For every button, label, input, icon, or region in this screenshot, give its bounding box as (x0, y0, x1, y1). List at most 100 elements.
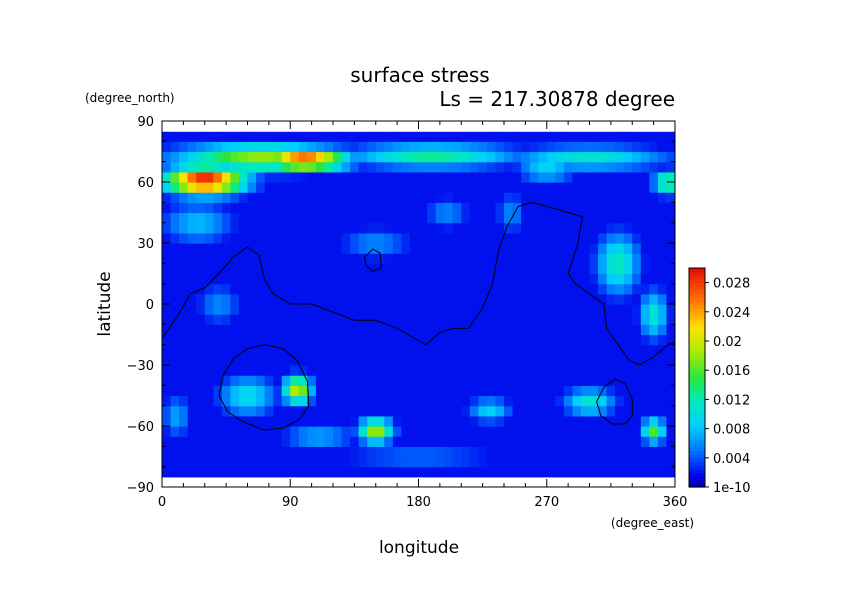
heat-cell (598, 304, 608, 315)
heat-cell (196, 436, 206, 447)
heat-cell (512, 151, 522, 163)
heat-cell (632, 171, 642, 183)
heat-cell (538, 476, 548, 487)
heat-cell (418, 243, 428, 254)
heat-cell (162, 243, 172, 254)
heat-cell (598, 263, 608, 275)
heat-cell (392, 436, 402, 447)
heat-cell (221, 182, 231, 193)
heat-cell (632, 426, 642, 437)
heat-cell (315, 354, 326, 366)
heat-cell (435, 456, 445, 468)
heat-cell (666, 375, 675, 386)
heat-cell (538, 131, 548, 142)
heat-cell (358, 151, 368, 163)
heat-cell (221, 212, 231, 224)
heat-cell (162, 456, 172, 468)
heat-cell (572, 212, 582, 224)
heat-cell (204, 253, 214, 264)
heat-cell (409, 436, 420, 447)
heat-cell (632, 263, 642, 275)
heat-cell (179, 273, 189, 285)
heat-cell (230, 273, 240, 285)
heat-cell (504, 232, 514, 244)
heat-cell (187, 283, 197, 295)
heat-cell (657, 283, 668, 295)
heat-cell (649, 354, 659, 366)
heat-cell (666, 182, 675, 193)
heat-cell (256, 385, 266, 397)
heat-cell (563, 385, 573, 397)
heat-cell (521, 314, 531, 325)
heat-cell (358, 273, 368, 285)
heat-cell (598, 192, 608, 203)
heat-cell (418, 334, 428, 346)
heat-cell (358, 131, 368, 142)
colorbar-segment (689, 275, 705, 280)
heat-cell (495, 131, 505, 142)
heat-cell (666, 151, 675, 163)
heat-cell (495, 456, 505, 468)
heat-cell (324, 243, 334, 254)
heat-cell (632, 354, 642, 366)
heat-cell (427, 466, 437, 478)
heat-cell (666, 344, 675, 356)
heat-cell (256, 232, 266, 244)
colorbar-segment (689, 414, 705, 419)
heat-cell (409, 446, 420, 458)
colorbar-segment (689, 300, 705, 306)
heat-cell (623, 161, 633, 173)
heat-cell (589, 476, 599, 487)
heat-cell (546, 466, 556, 478)
x-tick-label: 270 (534, 495, 559, 510)
heat-cell (495, 375, 505, 386)
heat-cell (230, 182, 240, 193)
heat-cell (290, 283, 300, 295)
heat-cell (546, 304, 556, 315)
heat-cell (461, 395, 471, 407)
heat-cell (452, 354, 462, 366)
heat-cell (204, 466, 214, 478)
heat-cell (529, 436, 539, 447)
heat-cell (623, 304, 633, 315)
heat-cell (273, 365, 283, 376)
heat-cell (187, 466, 197, 478)
heat-cell (324, 273, 334, 285)
heat-cell (461, 314, 471, 325)
heat-cell (290, 171, 300, 183)
colorbar-segment (689, 461, 705, 466)
heat-cell (409, 385, 420, 397)
heat-cell (546, 283, 556, 295)
heat-cell (298, 283, 308, 295)
heat-cell (247, 293, 257, 305)
heat-cell (632, 121, 642, 132)
heat-cell (384, 222, 394, 234)
heat-cell (307, 395, 317, 407)
heat-cell (281, 446, 291, 458)
heat-cell (324, 171, 334, 183)
heat-cell (162, 161, 172, 173)
heat-cell (598, 405, 608, 417)
heat-cell (324, 263, 334, 275)
heat-cell (384, 141, 394, 153)
heat-cell (230, 395, 240, 407)
heat-cell (196, 273, 206, 285)
heat-cell (333, 171, 343, 183)
heat-cell (598, 415, 608, 427)
heat-cell (179, 304, 189, 315)
heat-cell (179, 141, 189, 153)
heat-cell (307, 243, 317, 254)
heat-cell (384, 161, 394, 173)
heat-cell (495, 354, 505, 366)
heat-cell (375, 304, 385, 315)
heat-cell (504, 365, 514, 376)
heat-cell (546, 263, 556, 275)
heat-cell (598, 253, 608, 264)
heat-cell (657, 395, 668, 407)
heat-cell (392, 212, 402, 224)
heat-cell (521, 141, 531, 153)
heat-cell (623, 293, 633, 305)
heat-cell (657, 456, 668, 468)
heat-cell (324, 354, 334, 366)
heat-cell (606, 436, 616, 447)
